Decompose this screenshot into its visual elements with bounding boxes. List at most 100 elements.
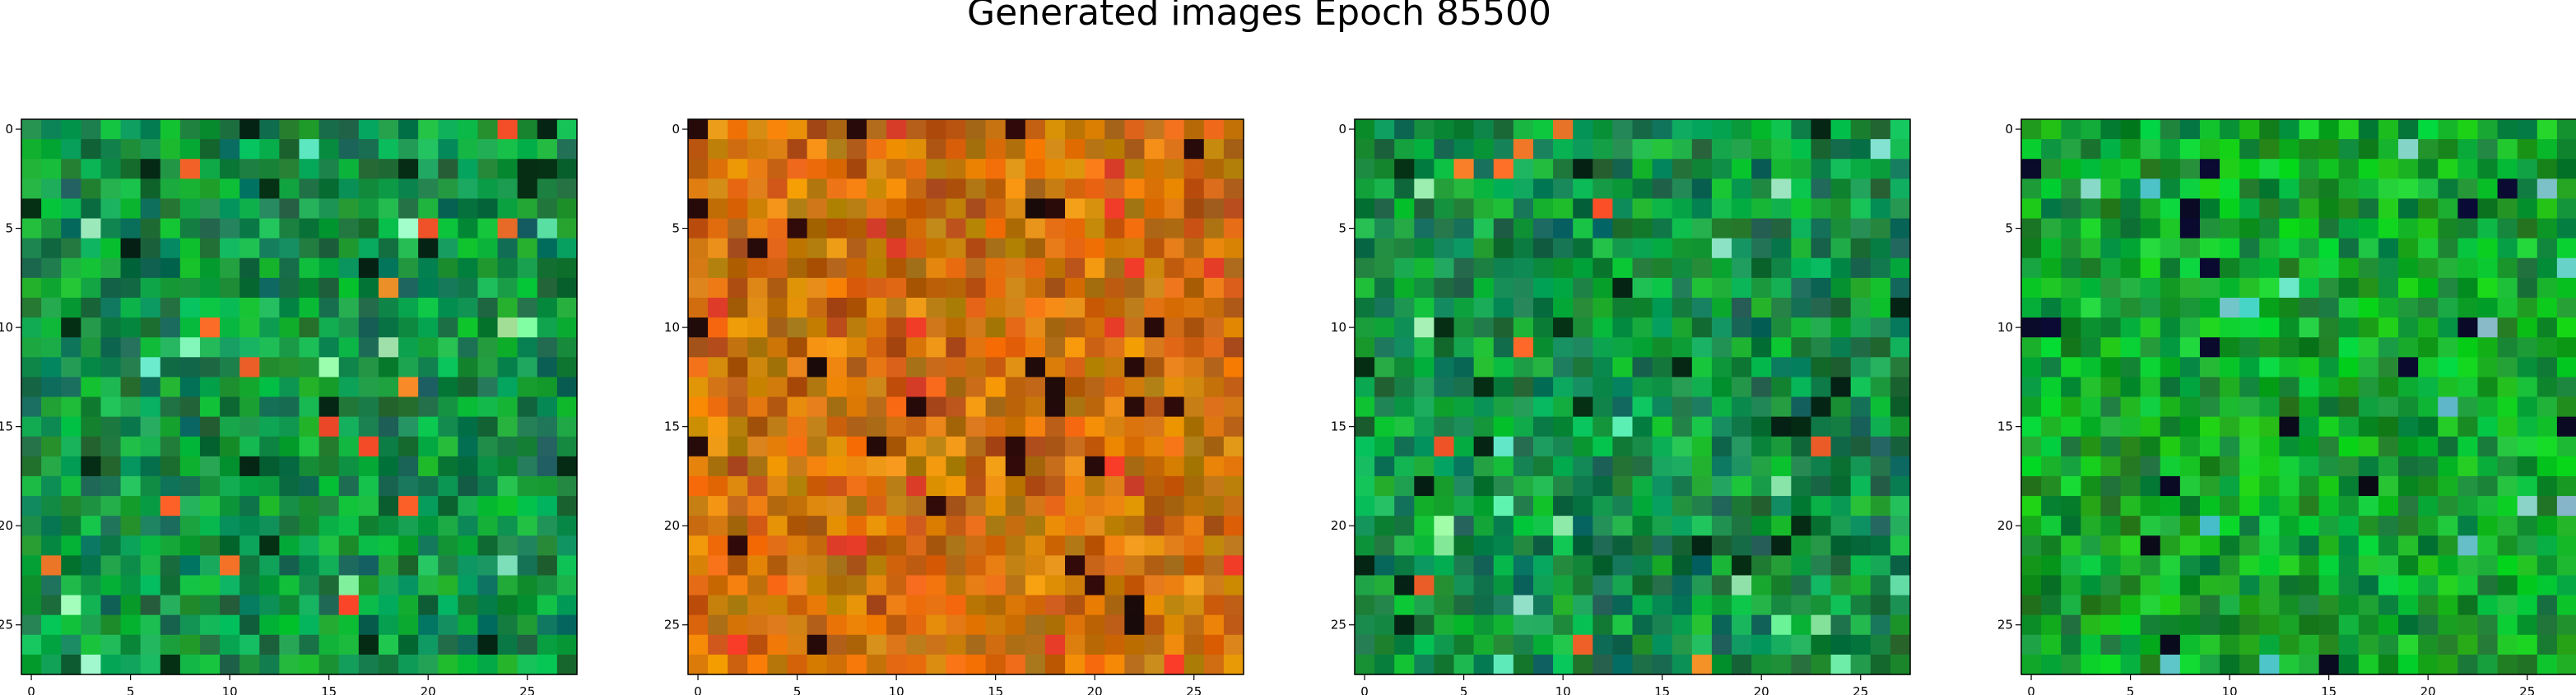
pixel-cell [199, 436, 221, 457]
pixel-cell [1791, 297, 1812, 318]
pixel-cell [688, 238, 709, 259]
pixel-cell [2517, 575, 2538, 596]
pixel-cell [787, 456, 808, 477]
pixel-cell [747, 238, 769, 259]
pixel-cell [1144, 238, 1165, 259]
pixel-cell [747, 496, 769, 517]
pixel-cell [1532, 654, 1554, 675]
pixel-cell [21, 496, 42, 517]
pixel-cell [458, 377, 479, 398]
pixel-cell [2259, 496, 2280, 517]
pixel-cell [1573, 555, 1593, 577]
pixel-cell [100, 416, 122, 438]
pixel-cell [2299, 198, 2320, 220]
pixel-cell [220, 139, 240, 160]
pixel-cell [81, 416, 102, 438]
pixel-cell [1691, 396, 1713, 418]
pixel-cell [1124, 475, 1146, 497]
pixel-cell [2239, 139, 2260, 160]
pixel-cell [1890, 555, 1911, 577]
pixel-cell [926, 218, 946, 239]
pixel-cell [2259, 218, 2280, 239]
pixel-cell [906, 337, 927, 358]
pixel-cell [160, 238, 181, 259]
pixel-cell [2398, 178, 2419, 200]
pixel-cell [279, 456, 300, 477]
pixel-cell [556, 119, 578, 140]
pixel-cell [747, 337, 769, 358]
pixel-cell [688, 614, 709, 636]
pixel-cell [1593, 178, 1613, 200]
pixel-cell [1612, 496, 1634, 517]
pixel-cell [1513, 475, 1534, 497]
pixel-cell [2081, 139, 2102, 160]
pixel-cell [1005, 436, 1026, 457]
pixel-cell [418, 575, 439, 596]
pixel-cell [140, 139, 161, 160]
pixel-cell [2259, 238, 2280, 259]
pixel-cell [1414, 178, 1435, 200]
pixel-cell [1104, 654, 1125, 675]
pixel-cell [2160, 496, 2181, 517]
x-tick-label: 5 [1460, 684, 1468, 695]
pixel-cell [2338, 297, 2360, 318]
pixel-cell [1104, 456, 1125, 477]
pixel-cell [2318, 337, 2340, 358]
pixel-cell [965, 297, 987, 318]
pixel-cell [2418, 257, 2439, 279]
pixel-cell [1025, 475, 1046, 497]
pixel-cell [1394, 317, 1415, 338]
pixel-cell [1691, 178, 1713, 200]
pixel-cell [2160, 337, 2181, 358]
pixel-cell [1104, 159, 1125, 179]
pixel-cell [2021, 139, 2042, 160]
pixel-cell [1890, 416, 1911, 438]
pixel-cell [517, 337, 538, 358]
pixel-cell [61, 416, 81, 438]
pixel-cell [2259, 337, 2280, 358]
pixel-cell [906, 178, 927, 200]
pixel-cell [299, 178, 320, 200]
pixel-cell [299, 257, 320, 279]
pixel-cell [1183, 297, 1205, 318]
pixel-cell [517, 516, 538, 536]
pixel-cell [100, 178, 122, 200]
pixel-cell [2279, 377, 2300, 398]
pixel-cell [21, 475, 42, 497]
pixel-cell [319, 357, 340, 378]
pixel-cell [767, 317, 788, 338]
pixel-cell [1711, 516, 1732, 536]
pixel-cell [728, 535, 748, 556]
pixel-cell [220, 218, 240, 239]
pixel-cell [1791, 654, 1812, 675]
pixel-cell [2556, 119, 2576, 140]
pixel-cell [985, 357, 1007, 378]
pixel-cell [985, 614, 1007, 636]
pixel-cell [259, 634, 280, 656]
pixel-cell [537, 555, 558, 577]
pixel-cell [906, 496, 927, 517]
x-tick-label: 20 [2420, 684, 2436, 695]
pixel-cell [846, 139, 867, 160]
pixel-cell [1672, 416, 1693, 438]
pixel-cell [906, 159, 927, 179]
pixel-cell [926, 377, 946, 398]
pixel-cell [1732, 337, 1752, 358]
pixel-cell [2477, 357, 2499, 378]
pixel-cell [398, 159, 419, 179]
pixel-cell [1005, 178, 1026, 200]
pixel-cell [2120, 377, 2141, 398]
pixel-cell [1223, 654, 1244, 675]
pixel-cell [458, 634, 479, 656]
pixel-cell [2259, 377, 2280, 398]
pixel-cell [2199, 396, 2220, 418]
pixel-cell [2061, 238, 2081, 259]
pixel-cell [2299, 119, 2320, 140]
pixel-cell [140, 595, 161, 616]
pixel-cell [688, 377, 709, 398]
pixel-cell [2358, 634, 2379, 656]
pixel-cell [787, 475, 808, 497]
pixel-cell [1144, 198, 1165, 220]
pixel-cell [61, 159, 81, 179]
pixel-cell [1573, 575, 1593, 596]
